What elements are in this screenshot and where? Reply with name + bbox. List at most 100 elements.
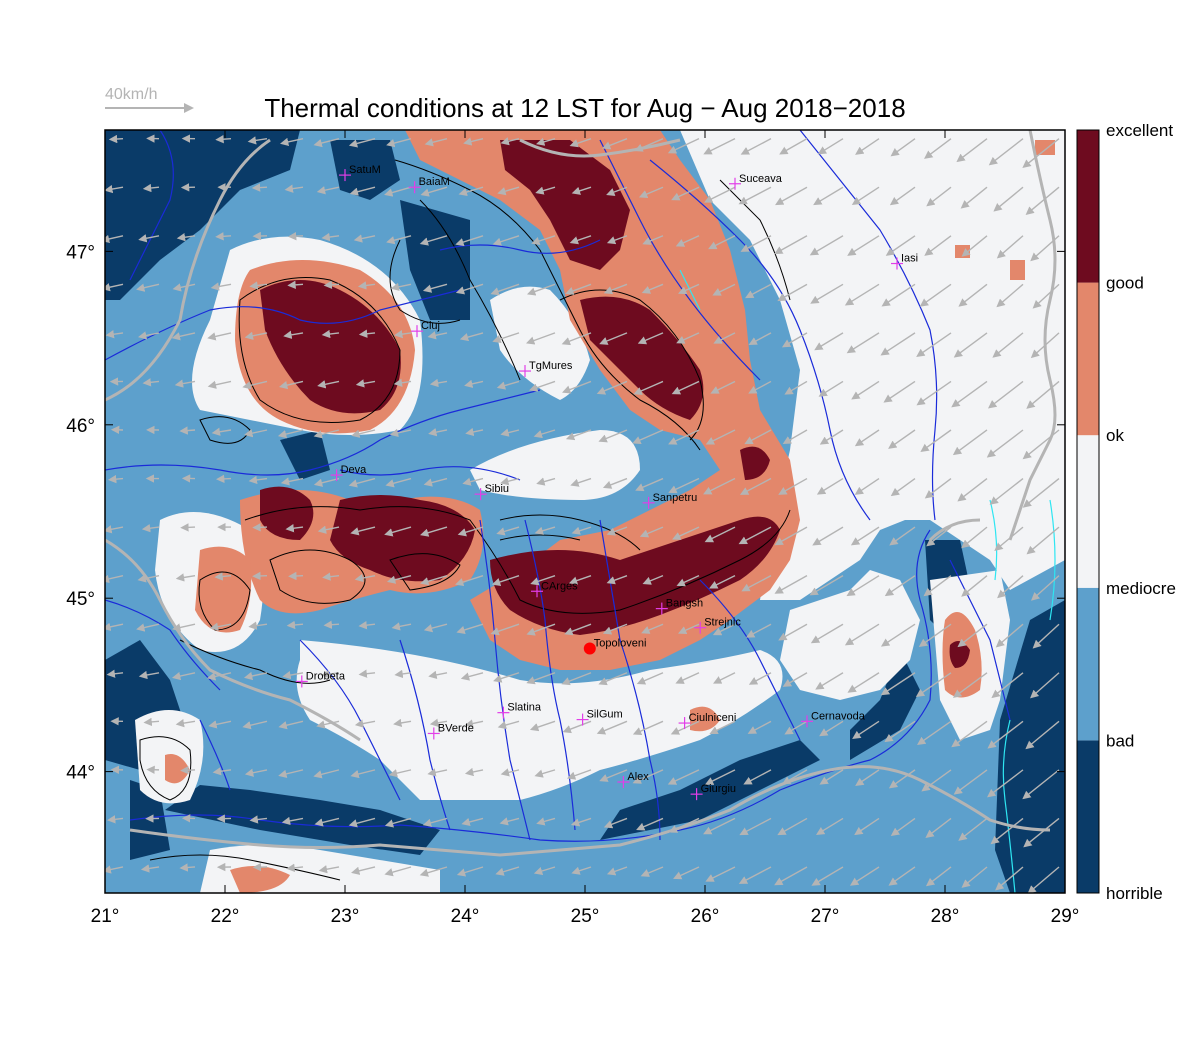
colorbar-block-mediocre (1077, 435, 1099, 588)
wind-arrow (1022, 429, 1060, 460)
wind-arrow (606, 575, 628, 585)
wind-arrow (951, 720, 988, 748)
wind-arrow (496, 380, 520, 390)
wind-arrow (320, 670, 340, 679)
wind-arrow (642, 575, 664, 585)
wind-arrow (961, 235, 988, 257)
wind-arrow (529, 720, 556, 732)
wind-arrow (885, 235, 916, 256)
wind-arrow (107, 815, 124, 824)
wind-arrow (460, 672, 484, 681)
wind-arrow (704, 526, 736, 543)
colorbar-labels: horrible bad mediocre ok good excellent (1106, 121, 1176, 903)
city-label: Deva (341, 464, 368, 476)
wind-arrow (847, 672, 880, 693)
city-marker: TgMures (519, 360, 573, 378)
wind-arrow (420, 574, 448, 586)
wind-arrow (281, 816, 304, 826)
wind-arrow (390, 282, 412, 291)
wind-arrow (499, 817, 520, 826)
wind-arrow (641, 283, 664, 294)
wind-arrow (633, 380, 664, 395)
colorbar-block-bad (1077, 587, 1099, 741)
zone-horrible (105, 130, 1065, 893)
wind-arrow (455, 235, 484, 247)
wind-arrow (596, 720, 628, 735)
wind-arrows (105, 134, 1060, 893)
wind-arrow (244, 768, 268, 777)
wind-arrow (781, 332, 808, 348)
city-label: Bangsh (666, 598, 703, 610)
wind-arrow (676, 332, 700, 344)
wind-arrow (921, 769, 952, 792)
wind-arrow (809, 235, 844, 256)
wind-arrow (278, 720, 304, 730)
wind-arrow (819, 769, 844, 785)
colorbar-label-mediocre: mediocre (1106, 579, 1176, 598)
wind-arrow (141, 524, 160, 533)
wind-arrow (175, 718, 196, 728)
wind-arrow (601, 138, 628, 150)
colorbar-label-horrible: horrible (1106, 884, 1163, 903)
wind-arrow (784, 720, 808, 735)
wind-arrow (988, 380, 1024, 409)
wind-arrow (995, 866, 1024, 891)
wind-arrow (602, 477, 628, 489)
wind-arrow (713, 332, 736, 344)
wind-arrow (606, 866, 628, 876)
wind-arrow (286, 620, 304, 630)
wind-arrow (774, 866, 808, 886)
wind-arrow (1032, 283, 1060, 309)
wind-arrow (599, 769, 628, 782)
wind-arrow (819, 720, 844, 737)
city-label: Cluj (421, 320, 440, 332)
wind-arrow (957, 623, 988, 648)
city-label: BVerde (438, 722, 474, 734)
wind-arrow (1030, 672, 1060, 699)
wind-arrow (850, 526, 880, 546)
city-label: Slatina (507, 702, 542, 714)
wind-arrow (321, 329, 340, 339)
wind-arrow (313, 769, 340, 779)
wind-arrow (883, 380, 916, 403)
wind-arrow (777, 283, 808, 302)
wind-arrow (632, 720, 664, 735)
wind-arrow (672, 526, 700, 540)
wind-arrow (210, 282, 232, 291)
wind-arrow (571, 866, 592, 875)
wind-arrow (175, 573, 196, 582)
wind-arrow (358, 329, 376, 338)
wind-arrow (249, 815, 268, 824)
wind-arrow (354, 719, 376, 728)
wind-arrow (890, 817, 916, 837)
wind-arrow (888, 429, 916, 449)
wind-arrow (248, 475, 268, 485)
wind-arrow (854, 817, 880, 836)
wind-arrow (313, 477, 340, 487)
wind-arrow (534, 769, 556, 778)
wind-arrow (285, 524, 304, 533)
wind-arrow (313, 137, 340, 148)
y-tick-label: 45° (66, 589, 95, 610)
wind-arrow (215, 232, 232, 241)
colorbar-label-bad: bad (1106, 731, 1134, 750)
wind-arrow (606, 235, 628, 245)
wind-arrow (740, 138, 772, 155)
wind-arrow (956, 138, 988, 163)
wind-arrow (743, 769, 772, 785)
wind-arrow (918, 623, 952, 648)
wind-arrow (890, 477, 916, 497)
colorbar-frame (1076, 129, 1100, 894)
y-tick-label: 46° (66, 416, 95, 437)
wind-arrow (774, 575, 808, 594)
wind-arrow (526, 672, 556, 685)
colorbar-block-ok (1077, 282, 1099, 436)
wind-arrow (464, 719, 484, 728)
wind-arrow (215, 135, 232, 144)
wind-arrow (606, 186, 628, 196)
x-tick-label: 29° (1051, 906, 1080, 927)
x-axis-labels: 21° 22° 23° 24° 25° 26° 27° 28° 29° (91, 906, 1080, 927)
wind-arrow (916, 332, 952, 358)
city-label: Strejnic (704, 617, 741, 629)
wind-arrow (282, 670, 304, 680)
